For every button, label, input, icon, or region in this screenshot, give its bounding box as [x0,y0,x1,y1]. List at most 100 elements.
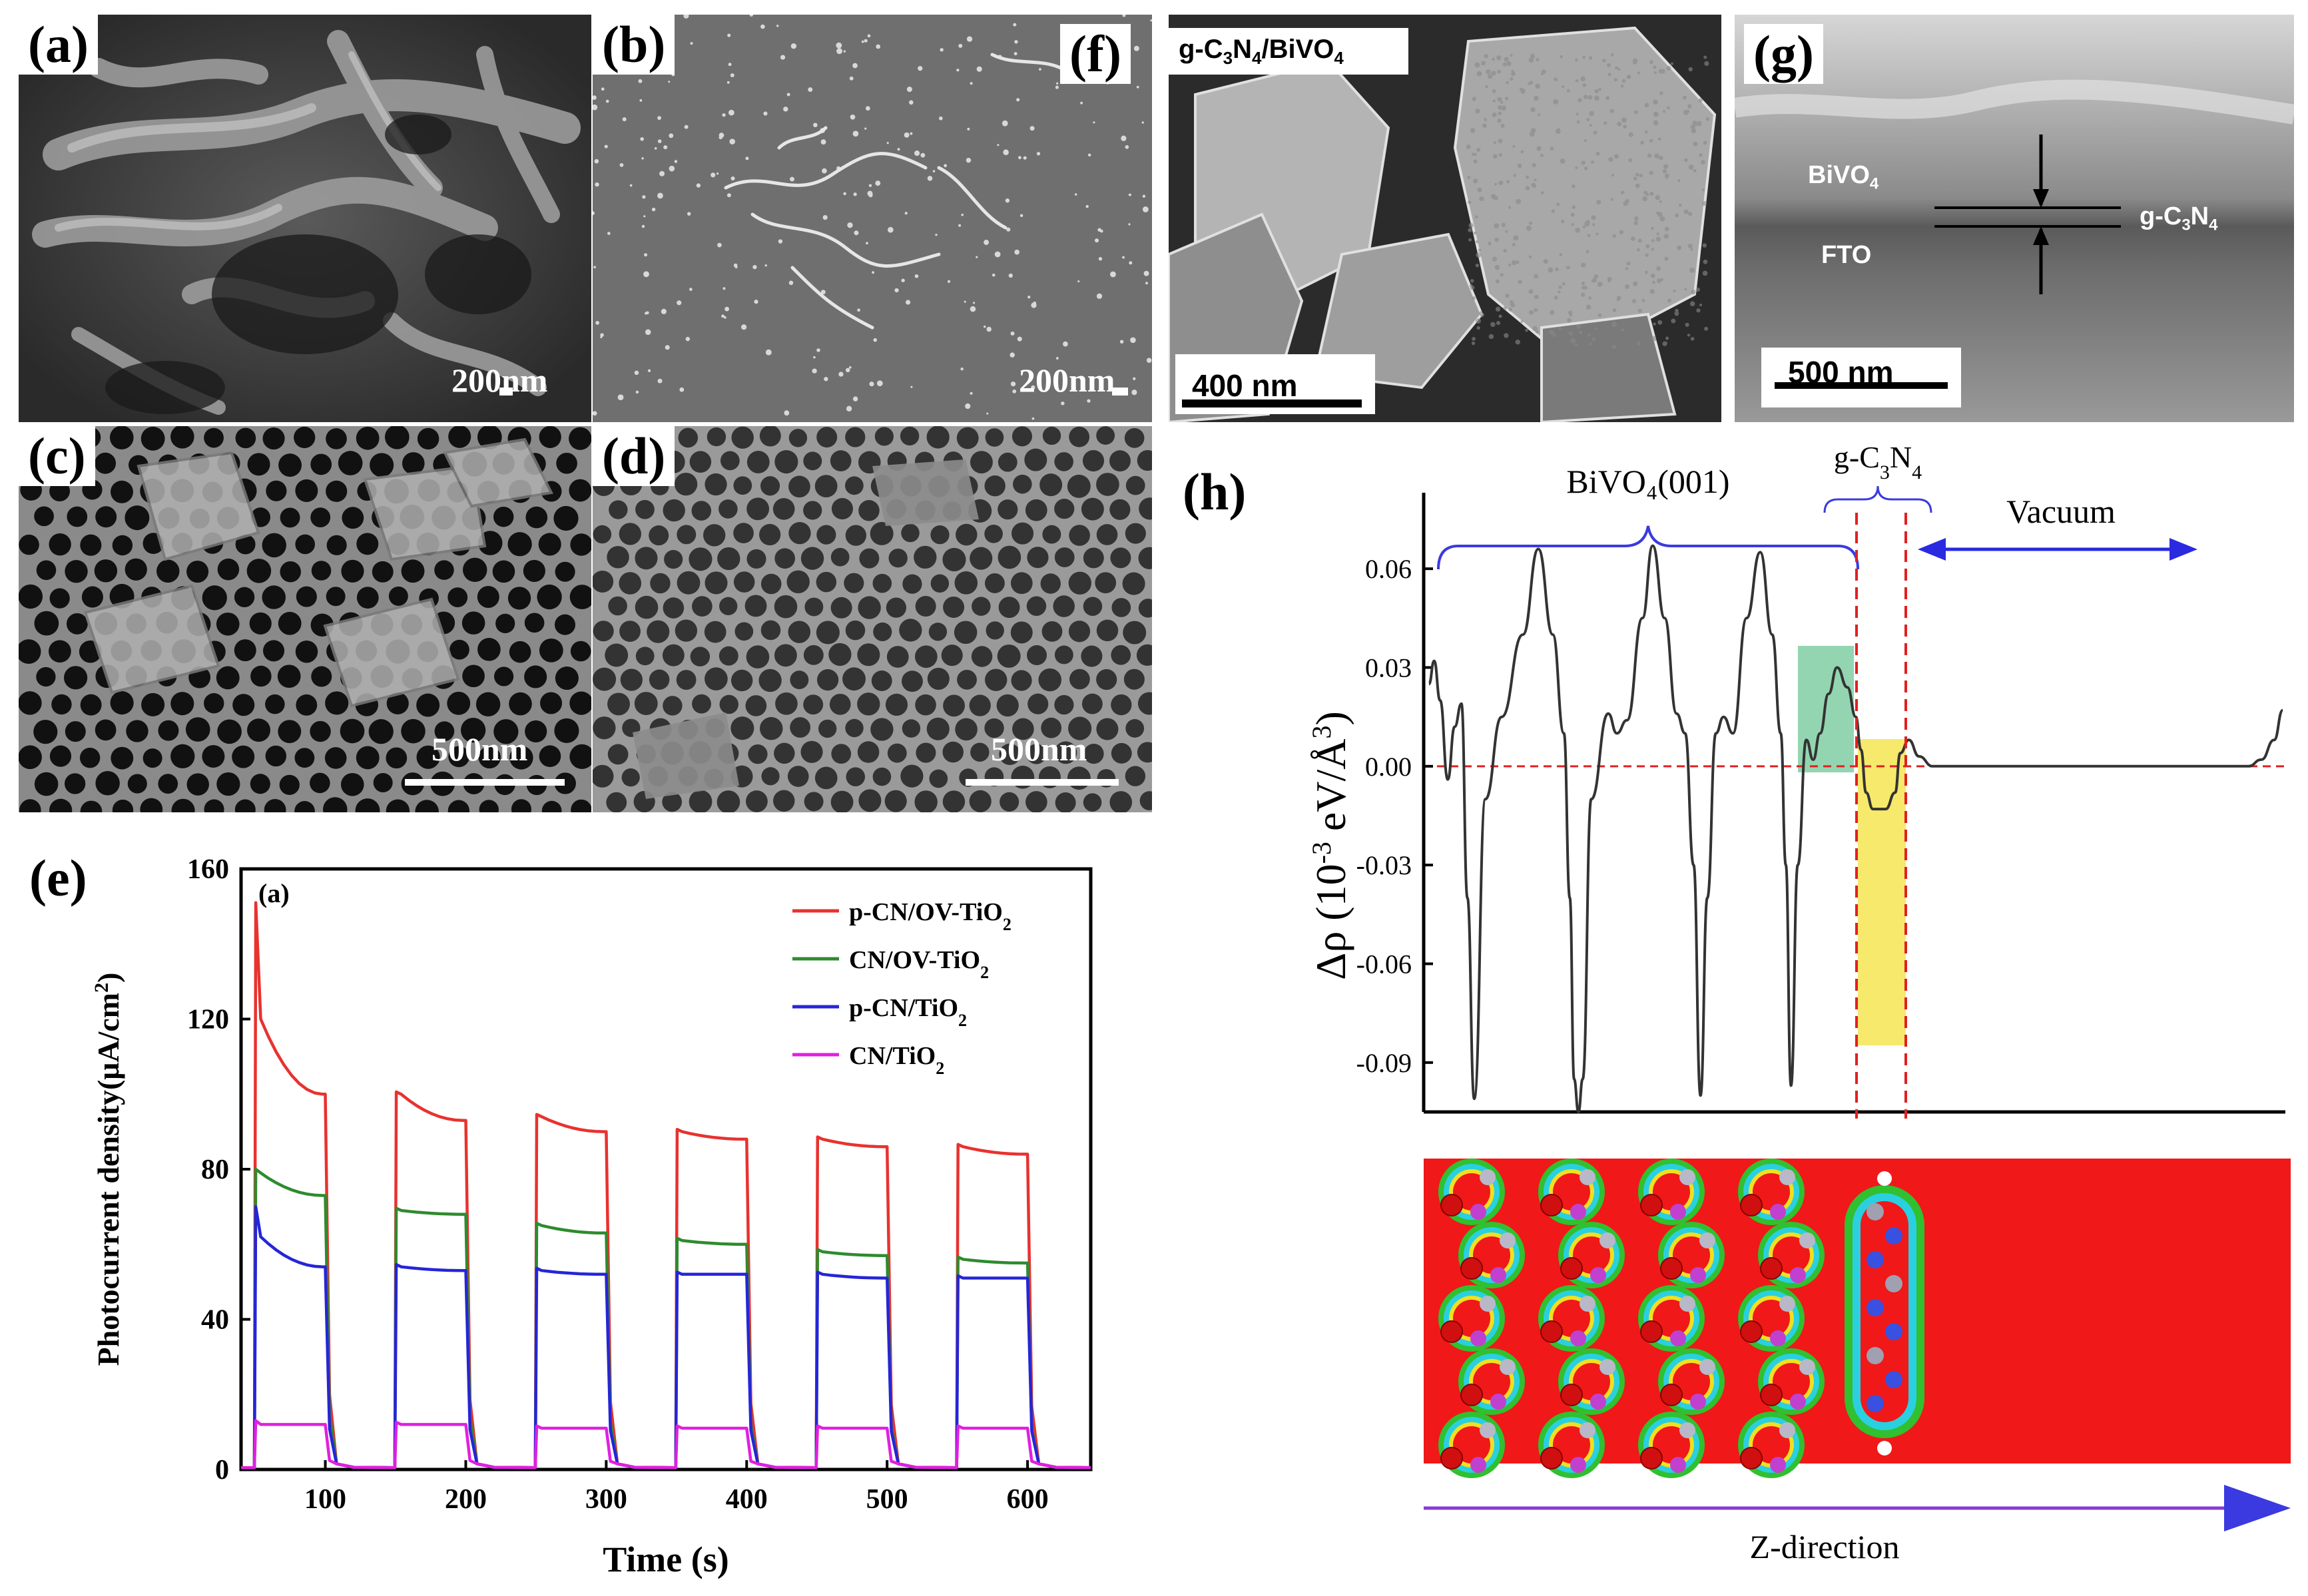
gc3n4-region-label: g-C3N4 [1834,440,1922,483]
chart-e-ytick-label: 0 [215,1455,229,1485]
scale-bar-label-d: 500nm [991,730,1087,768]
panel-label-c: (c) [19,426,95,486]
scale-bar-label-a: 200nm [451,362,548,399]
chart-h-series-line [1428,544,2284,1114]
chart-e-legend-label: CN/OV-TiO2 [849,946,989,982]
gc3n4-label-sub: 3 [1880,461,1890,483]
gc3n4-brace [1823,485,1932,513]
chart-e-xlabel: Time (s) [603,1539,728,1579]
gc3n4-label-text: g-C [1834,440,1880,474]
chart-e-inset-label: (a) [258,878,290,908]
layer-label-bivo4: BiVO4 [1808,161,1878,194]
chart-h-ytick-label: 0.06 [1365,554,1412,584]
chart-e-ylabel-main: Photocurrent density(μA/cm [91,993,125,1366]
panel-label-b: (b) [593,15,675,75]
chart-h-ylabel-main: Δρ (10 [1307,864,1354,979]
sem-inset-title-f: g-C3N4/BiVO4 [1179,35,1344,69]
chart-h-ylabel-unit: eV/Å [1307,738,1354,842]
layer-gc3n4-sub: 4 [2209,216,2218,234]
chart-e-series-line [241,1167,1091,1469]
chart-h-ytick-label: 0.03 [1365,653,1412,683]
chart-h-axes: 0.06 0.03 0.00 -0.03 -0.06 -0.09 [1356,493,2285,1114]
chart-e-xtick-label: 200 [445,1484,487,1515]
chart-e-ylabel-end: ) [91,973,125,983]
chart-e-photocurrent: 100 200 300 400 500 600 0 40 80 120 160 (a) Time (… [91,854,1093,1579]
chart-h-ytick-label: 0.00 [1365,752,1412,782]
panel-g: (g) BiVO4 FTO g-C3N4 500 nm [1735,15,2294,422]
chart-e-ytick-label: 160 [187,854,229,885]
chart-h-ytick-label: -0.09 [1356,1048,1412,1078]
scale-bar-label-f: 400 nm [1192,368,1298,403]
panel-d: (d) 500nm [593,426,1152,812]
chart-e-ylabel: Photocurrent density(μA/cm2) [91,973,126,1366]
chart-h-ylabel-sup: -3 [1306,842,1336,864]
chart-e-series-line [241,1419,1091,1469]
inset-title-f-part: N [1233,35,1252,64]
chart-e-xtick-label: 100 [304,1484,346,1515]
panel-label-f: (f) [1060,24,1131,84]
chart-e-xtick-label: 600 [1007,1484,1049,1515]
inset-title-f-sub: 3 [1223,48,1233,68]
panel-b: (b) 200nm [593,15,1152,422]
chart-e-xtick-label: 500 [866,1484,908,1515]
chart-e-ytick-label: 120 [187,1005,229,1035]
chart-e-legend-label: p-CN/OV-TiO2 [849,898,1011,934]
sem-image-c [19,426,591,812]
chart-e-lines [241,901,1091,1469]
chart-h-ytick-label: -0.06 [1356,949,1412,979]
panel-c: (c) 500nm [19,426,591,812]
layer-label-fto: FTO [1821,241,1872,269]
scale-bar-label-g: 500 nm [1788,355,1894,390]
panel-a: (a) 200nm [19,15,591,422]
chart-e-xtick-label: 400 [726,1484,768,1515]
sem-image-f [1169,15,1721,422]
chart-h-ytick-label: -0.03 [1356,850,1412,880]
layer-label-gc3n4: g-C3N4 [2140,202,2217,235]
chart-h-curve [1428,544,2284,1114]
layer-bivo4-sub: 4 [1869,174,1879,193]
chart-h-ylabel: Δρ (10-3 eV/Å3) [1306,711,1355,980]
scale-bar-label-c: 500nm [432,730,528,768]
chart-e-ylabel-sup: 2 [91,983,113,993]
panel-label-d: (d) [593,426,675,486]
vacuum-label: Vacuum [2006,493,2116,530]
inset-title-f-sub: 4 [1334,48,1344,68]
vacuum-arrow-left [1918,538,1946,561]
gc3n4-label-text: N [1890,440,1912,474]
inset-title-f-part: /BiVO [1261,35,1334,64]
bivo4-brace [1437,525,1859,570]
layer-gc3n4-text: g-C [2140,202,2182,230]
inset-title-f-sub: 4 [1252,48,1262,68]
chart-h-charge-density: 0.06 0.03 0.00 -0.03 -0.06 -0.09 BiVO₄(001) g… [1306,440,2291,1565]
layer-gc3n4-sub: 3 [2181,216,2191,234]
panel-e: (e) 100 200 300 400 500 600 0 40 80 120 160 (a) Ti… [0,826,1145,1596]
chart-e-legend-label: CN/TiO2 [849,1042,944,1078]
panel-h: (h) 0.06 0.03 0.00 -0.03 -0.06 -0.09 BiVO₄(00… [1159,426,2308,1596]
chart-h-ylabel-sup: 3 [1306,725,1336,738]
sem-image-d [593,426,1152,812]
panel-label-a: (a) [19,15,98,75]
inset-title-f-part: g-C [1179,35,1223,64]
chart-h-ylabel-end: ) [1307,711,1354,725]
layer-gc3n4-text: N [2190,202,2209,230]
vacuum-arrow-right [2169,538,2197,561]
sem-image-g [1735,15,2294,422]
panel-label-h: (h) [1183,463,1247,521]
chart-e-ticks: 100 200 300 400 500 600 0 40 80 120 160 [187,854,1049,1515]
z-direction-label: Z-direction [1750,1528,1900,1565]
chart-e-xtick-label: 300 [585,1484,627,1515]
bivo4-region-label: BiVO₄(001) [1566,463,1729,500]
charge-density-map [1424,1159,2291,1478]
z-direction-arrowhead [2224,1485,2291,1531]
panel-label-g: (g) [1744,24,1823,84]
panel-label-e: (e) [29,849,87,907]
sem-image-a [19,15,591,422]
chart-e-ytick-label: 40 [201,1305,229,1336]
panel-f: (f) g-C3N4/BiVO4 400 nm [1052,15,1731,422]
chart-e-series-line [241,901,1091,1469]
chart-e-legend: p-CN/OV-TiO2 CN/OV-TiO2 p-CN/TiO2 CN/TiO2 [792,898,1011,1078]
chart-e-legend-label: p-CN/TiO2 [849,994,967,1030]
gc3n4-label-sub: 4 [1912,461,1922,483]
scale-bar-label-b: 200nm [1019,362,1115,399]
